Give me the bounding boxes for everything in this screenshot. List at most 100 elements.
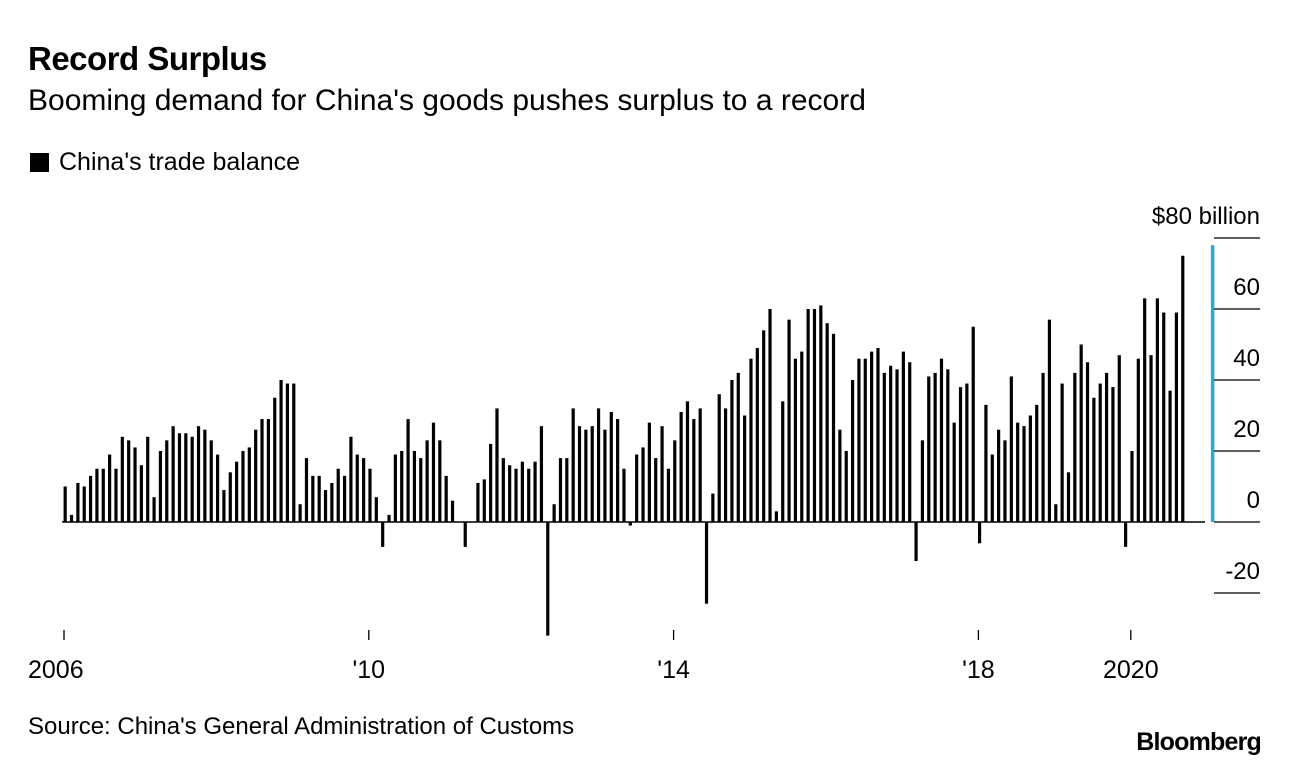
bar	[158, 451, 163, 522]
bar	[997, 429, 1001, 522]
bar	[323, 490, 328, 522]
bar	[768, 309, 772, 522]
bar	[317, 475, 321, 522]
bar	[209, 440, 213, 522]
bar	[362, 458, 366, 522]
bar	[1009, 376, 1013, 522]
bar	[184, 433, 188, 522]
bar	[444, 475, 448, 522]
bar	[489, 443, 493, 522]
bar	[1174, 312, 1179, 522]
bar	[660, 426, 664, 522]
bar	[527, 468, 531, 522]
bar	[1066, 472, 1071, 522]
bar	[577, 426, 582, 522]
bar	[1143, 298, 1147, 522]
bar	[558, 458, 563, 522]
bar	[330, 482, 334, 522]
x-tick-label: '18	[962, 656, 995, 684]
bar	[971, 326, 975, 522]
bar	[539, 426, 544, 522]
bar	[76, 482, 80, 522]
bar	[565, 458, 569, 522]
bar	[533, 461, 537, 522]
bar	[215, 454, 220, 522]
bar	[850, 380, 855, 522]
bar	[685, 401, 690, 522]
bar	[368, 468, 372, 522]
bar	[590, 426, 594, 522]
bar	[247, 447, 251, 522]
bar	[139, 465, 143, 522]
chart-title: Record Surplus	[28, 40, 267, 77]
bar	[514, 468, 518, 522]
bar	[463, 522, 467, 547]
bar	[762, 330, 766, 522]
bar	[806, 309, 810, 522]
bar	[1117, 355, 1121, 522]
y-axis: $80 billion 60 40 20 0 -20	[1152, 203, 1260, 594]
bar	[222, 490, 226, 522]
bar	[146, 436, 150, 522]
bar	[266, 419, 270, 522]
bar	[1035, 404, 1039, 522]
bar	[228, 472, 232, 522]
bar	[1136, 358, 1140, 522]
bar	[914, 522, 918, 562]
bar	[1016, 422, 1020, 522]
legend-label: China's trade balance	[59, 148, 301, 176]
bar	[412, 451, 417, 522]
bar	[501, 458, 505, 522]
bar	[304, 458, 309, 522]
bar	[127, 440, 131, 522]
bar	[203, 429, 207, 522]
bar	[82, 486, 86, 522]
bar	[381, 522, 385, 547]
x-tick-label: '14	[657, 656, 690, 684]
bar	[1092, 397, 1096, 522]
bar	[120, 436, 124, 522]
bar	[635, 454, 639, 522]
bar	[1162, 312, 1166, 522]
bar	[717, 394, 721, 522]
bar	[241, 451, 245, 522]
y-tick-label: -20	[1225, 558, 1260, 585]
bar	[235, 461, 239, 522]
bar	[273, 397, 277, 522]
bar	[666, 468, 671, 522]
bar	[355, 454, 359, 522]
bar	[755, 348, 759, 522]
bar	[95, 468, 99, 522]
bar	[603, 429, 607, 522]
bar	[387, 514, 391, 522]
x-tick-label: 2006	[28, 656, 84, 684]
bar	[393, 454, 397, 522]
bar	[495, 408, 499, 522]
bar	[482, 479, 486, 522]
bar	[298, 504, 302, 522]
bar	[400, 451, 404, 522]
bar	[438, 440, 442, 522]
bar	[1073, 372, 1077, 522]
bar	[254, 429, 258, 522]
bar	[723, 408, 728, 522]
bar	[1130, 451, 1134, 522]
bar	[812, 309, 817, 522]
bar	[1104, 372, 1109, 522]
bar	[1149, 355, 1153, 522]
bar	[711, 493, 715, 522]
bar	[584, 429, 588, 522]
bar	[965, 383, 969, 522]
bar	[901, 351, 905, 522]
bar	[165, 440, 169, 522]
bar	[749, 358, 753, 522]
bar	[342, 475, 347, 522]
chart-legend: China's trade balance	[30, 148, 300, 177]
bar	[260, 419, 264, 522]
bar	[641, 447, 645, 522]
bar	[889, 365, 893, 522]
bar	[698, 408, 702, 522]
bar	[450, 500, 455, 522]
bar	[508, 465, 512, 522]
bar	[939, 358, 944, 522]
